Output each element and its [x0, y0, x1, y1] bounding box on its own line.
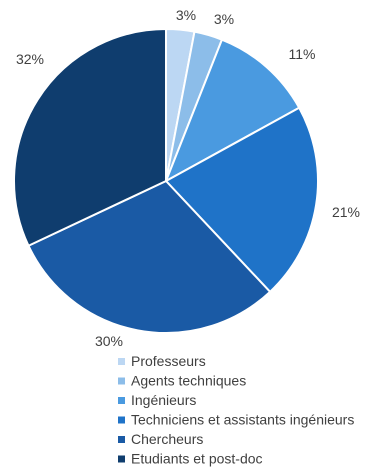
data-label-2: 3%: [214, 11, 234, 27]
legend-swatch-6: [118, 455, 125, 463]
legend-swatch-3: [118, 397, 125, 404]
pie-slice-4: [164, 106, 319, 294]
pie-slice-6: [13, 27, 167, 248]
legend-label-6: Etudiants et post-doc: [131, 451, 263, 467]
data-label-3: 11%: [289, 46, 316, 62]
legend-swatch-2: [118, 377, 125, 385]
legend-swatch-1: [118, 358, 125, 365]
legend-label-3: Ingénieurs: [131, 392, 196, 408]
pie-slice-3: [164, 38, 301, 184]
legend-label-5: Chercheurs: [131, 431, 203, 447]
legend-swatch-4: [118, 416, 125, 424]
pie-slice-5: [27, 179, 272, 334]
pie-slices: [13, 27, 319, 334]
legend: Professeurs Agents techniques Ingénieurs Te…: [118, 353, 354, 467]
data-label-4: 21%: [332, 204, 360, 220]
legend-label-4: Techniciens et assistants ingénieurs: [131, 412, 354, 428]
legend-label-1: Professeurs: [131, 353, 206, 369]
legend-label-2: Agents techniques: [131, 373, 246, 389]
data-label-1: 3%: [176, 7, 196, 23]
legend-swatch-5: [118, 436, 125, 443]
data-label-6: 32%: [16, 51, 44, 67]
pie-data-labels: 3% 3% 11% 21% 30% 32%: [16, 7, 360, 349]
data-label-5: 30%: [95, 333, 123, 349]
